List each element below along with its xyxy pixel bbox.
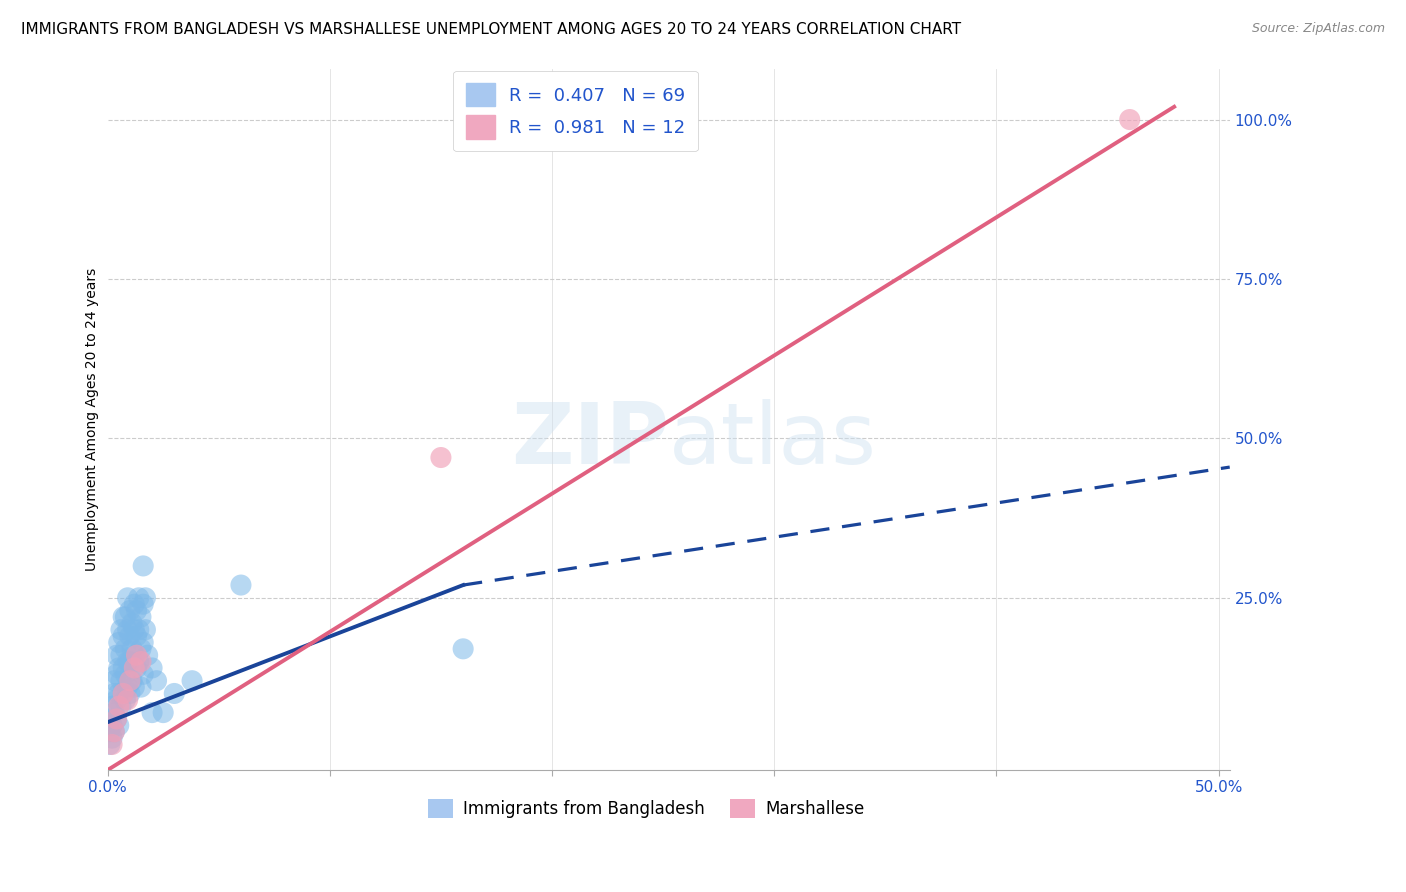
Point xyxy=(105,712,128,726)
Point xyxy=(117,591,139,605)
Point xyxy=(98,712,121,726)
Point xyxy=(112,686,135,700)
Point xyxy=(117,680,139,694)
Point xyxy=(451,641,474,656)
Y-axis label: Unemployment Among Ages 20 to 24 years: Unemployment Among Ages 20 to 24 years xyxy=(86,268,100,571)
Point xyxy=(124,661,146,675)
Point xyxy=(117,623,139,637)
Point xyxy=(141,661,163,675)
Point xyxy=(121,616,143,631)
Point xyxy=(114,610,136,624)
Point xyxy=(112,629,135,643)
Point xyxy=(124,623,146,637)
Point xyxy=(121,641,143,656)
Point xyxy=(118,655,141,669)
Point xyxy=(110,623,132,637)
Point xyxy=(128,623,150,637)
Point xyxy=(128,591,150,605)
Point xyxy=(134,591,156,605)
Point xyxy=(129,610,152,624)
Point xyxy=(118,629,141,643)
Point xyxy=(101,718,124,732)
Point xyxy=(229,578,252,592)
Point xyxy=(141,706,163,720)
Point xyxy=(105,648,128,663)
Point xyxy=(103,673,125,688)
Point xyxy=(114,641,136,656)
Point xyxy=(117,655,139,669)
Point xyxy=(132,635,155,649)
Point xyxy=(101,738,124,752)
Point xyxy=(132,667,155,681)
Point xyxy=(129,641,152,656)
Point xyxy=(110,673,132,688)
Point xyxy=(107,686,129,700)
Text: IMMIGRANTS FROM BANGLADESH VS MARSHALLESE UNEMPLOYMENT AMONG AGES 20 TO 24 YEARS: IMMIGRANTS FROM BANGLADESH VS MARSHALLES… xyxy=(21,22,962,37)
Point xyxy=(105,693,128,707)
Point xyxy=(124,648,146,663)
Point xyxy=(114,693,136,707)
Point xyxy=(129,680,152,694)
Point xyxy=(136,648,159,663)
Point xyxy=(152,706,174,720)
Point xyxy=(101,731,124,745)
Point xyxy=(430,450,453,465)
Point xyxy=(124,597,146,611)
Point xyxy=(181,673,204,688)
Point xyxy=(107,635,129,649)
Point xyxy=(110,648,132,663)
Point xyxy=(118,673,141,688)
Point xyxy=(125,648,148,663)
Point xyxy=(132,558,155,573)
Point xyxy=(98,738,121,752)
Point xyxy=(105,667,128,681)
Point xyxy=(114,667,136,681)
Point xyxy=(125,603,148,617)
Legend: Immigrants from Bangladesh, Marshallese: Immigrants from Bangladesh, Marshallese xyxy=(422,793,870,825)
Point xyxy=(103,724,125,739)
Point xyxy=(110,699,132,714)
Point xyxy=(129,655,152,669)
Point xyxy=(105,712,128,726)
Text: atlas: atlas xyxy=(669,399,877,482)
Point xyxy=(107,718,129,732)
Point xyxy=(112,661,135,675)
Point xyxy=(107,699,129,714)
Point xyxy=(112,686,135,700)
Point xyxy=(125,661,148,675)
Point xyxy=(103,706,125,720)
Point xyxy=(124,680,146,694)
Point xyxy=(121,673,143,688)
Point xyxy=(112,610,135,624)
Point xyxy=(98,724,121,739)
Text: Source: ZipAtlas.com: Source: ZipAtlas.com xyxy=(1251,22,1385,36)
Point xyxy=(1119,112,1142,127)
Point xyxy=(118,686,141,700)
Point xyxy=(128,655,150,669)
Point xyxy=(134,623,156,637)
Point xyxy=(125,629,148,643)
Point xyxy=(118,603,141,617)
Point xyxy=(101,699,124,714)
Text: ZIP: ZIP xyxy=(510,399,669,482)
Point xyxy=(103,724,125,739)
Point xyxy=(163,686,186,700)
Point xyxy=(132,597,155,611)
Point xyxy=(117,693,139,707)
Point xyxy=(145,673,167,688)
Point xyxy=(107,661,129,675)
Point xyxy=(103,686,125,700)
